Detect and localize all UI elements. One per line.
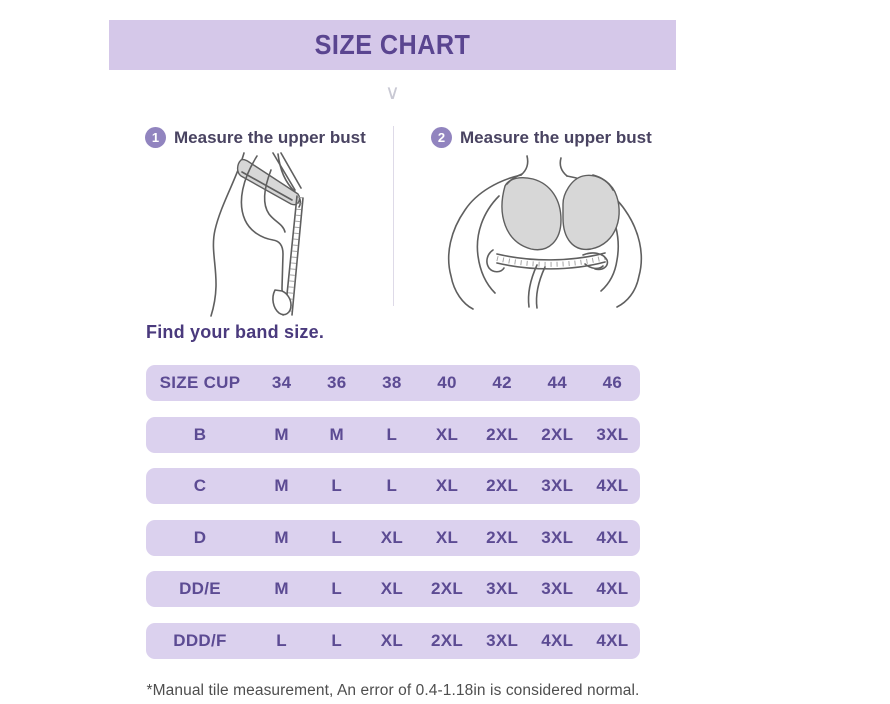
table-cell: 2XL xyxy=(486,424,519,444)
table-row: D M L XL XL 2XL 3XL 4XL xyxy=(146,519,640,556)
table-header-cell: SIZE CUP xyxy=(159,373,241,392)
table-row: C M L L XL 2XL 3XL 4XL xyxy=(146,468,640,504)
table-cell: 3XL xyxy=(541,579,574,598)
table-header-cell: 36 xyxy=(326,373,347,392)
table-cell: L xyxy=(331,527,343,547)
table-cell: 3XL xyxy=(541,527,574,547)
table-header-cell: 44 xyxy=(547,373,568,392)
table-cell: M xyxy=(274,527,289,547)
table-cell: XL xyxy=(380,527,404,547)
step-1-header: 1 Measure the upper bust xyxy=(145,127,366,148)
side-measure-illustration xyxy=(181,152,336,323)
table-cell: L xyxy=(276,630,287,650)
table-cell: 2XL xyxy=(430,579,464,598)
table-cell: 4XL xyxy=(541,630,574,650)
table-cell: M xyxy=(274,476,289,495)
table-cell: DD/E xyxy=(179,579,221,598)
table-cell: 3XL xyxy=(596,424,629,444)
table-cell: B xyxy=(193,424,207,444)
table-cell: 2XL xyxy=(486,476,519,495)
table-header-cell: 42 xyxy=(492,373,512,392)
table-cell: 2XL xyxy=(541,424,574,444)
table-cell: M xyxy=(329,424,344,444)
step-2-header: 2 Measure the upper bust xyxy=(431,127,652,148)
table-cell: 3XL xyxy=(486,579,519,598)
vertical-divider xyxy=(393,126,394,306)
table-header-cell: 34 xyxy=(271,373,292,392)
table-cell: 3XL xyxy=(541,476,574,495)
table-cell: 4XL xyxy=(596,527,629,547)
table-header-cell: 46 xyxy=(602,373,623,392)
size-chart-banner: SIZE CHART xyxy=(109,20,676,70)
step-2-badge: 2 xyxy=(431,127,452,148)
table-cell: 3XL xyxy=(486,630,519,650)
table-cell: XL xyxy=(380,630,404,650)
band-size-heading: Find your band size. xyxy=(146,322,325,342)
table-cell: 2XL xyxy=(486,527,519,547)
table-cell: L xyxy=(386,476,398,495)
table-cell: 4XL xyxy=(596,579,629,598)
table-cell: M xyxy=(274,579,289,598)
table-cell: DDD/F xyxy=(173,630,227,650)
table-cell: D xyxy=(193,527,207,547)
table-cell: L xyxy=(331,630,343,650)
size-table: SIZE CUP 34 36 38 40 42 44 46 B M M L XL 2XL 2XL 3XL C M L… xyxy=(146,365,640,659)
front-measure-illustration xyxy=(441,152,653,315)
table-cell: XL xyxy=(435,527,459,547)
table-cell: L xyxy=(386,424,398,444)
table-cell: 4XL xyxy=(596,630,629,650)
step-1-label: Measure the upper bust xyxy=(174,127,366,147)
table-cell: 4XL xyxy=(596,476,629,495)
table-cell: 2XL xyxy=(430,630,464,650)
page-title: SIZE CHART xyxy=(314,29,471,60)
table-cell: XL xyxy=(435,424,459,444)
table-cell: C xyxy=(193,476,207,495)
table-row: B M M L XL 2XL 2XL 3XL xyxy=(146,416,640,453)
measurement-footnote: *Manual tile measurement, An error of 0.… xyxy=(146,682,640,699)
step-2-label: Measure the upper bust xyxy=(460,127,652,147)
table-header-cell: 40 xyxy=(437,373,457,392)
table-cell: M xyxy=(274,424,289,444)
table-header-cell: 38 xyxy=(382,373,402,392)
measuring-steps-section: 1 Measure the upper bust 2 Measure the u… xyxy=(0,124,786,317)
table-cell: XL xyxy=(435,476,459,495)
table-cell: L xyxy=(331,476,343,495)
step-1-badge: 1 xyxy=(145,127,166,148)
table-cell: L xyxy=(331,579,343,598)
table-row: DDD/F L L XL 2XL 3XL 4XL 4XL xyxy=(146,622,640,659)
chevron-down-icon: ∨ xyxy=(385,82,400,104)
table-cell: XL xyxy=(380,579,404,598)
table-row: DD/E M L XL 2XL 3XL 3XL 4XL xyxy=(146,571,640,607)
table-header-row: SIZE CUP 34 36 38 40 42 44 46 xyxy=(146,365,640,401)
